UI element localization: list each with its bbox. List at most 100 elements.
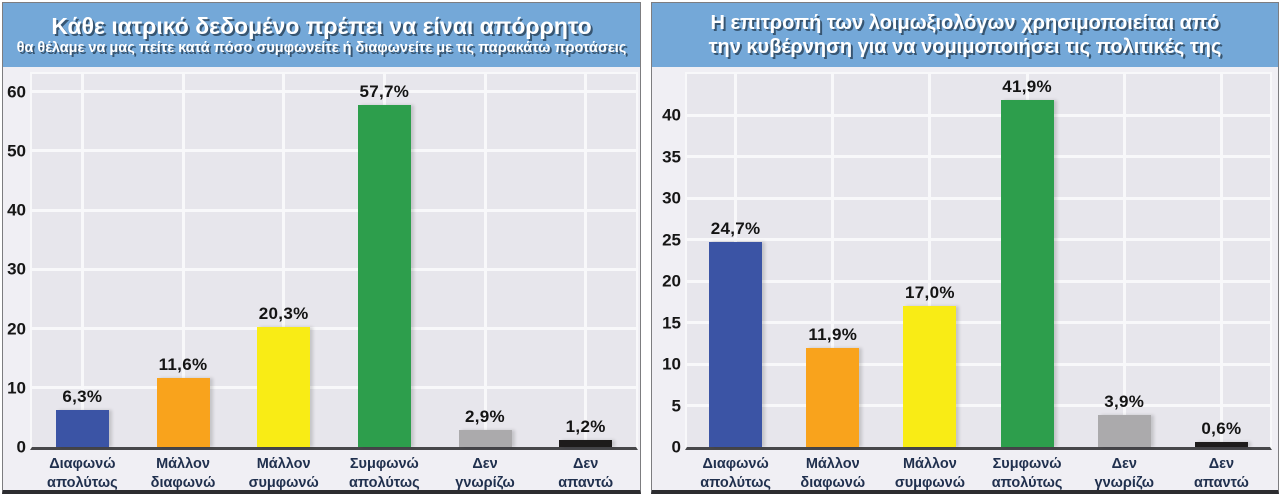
bar-value-label: 57,7% bbox=[359, 82, 410, 102]
x-axis-category-label: Συμφωνώ απολύτως bbox=[967, 455, 1087, 493]
y-axis-tick-label: 20 bbox=[7, 319, 26, 339]
horizontal-gridline bbox=[687, 404, 1270, 408]
y-axis-tick-label: 15 bbox=[662, 313, 681, 333]
y-axis-tick-label: 0 bbox=[16, 437, 26, 457]
category-label-line: συμφωνώ bbox=[894, 474, 965, 491]
y-axis-tick-label: 40 bbox=[7, 200, 26, 220]
vertical-gridline bbox=[1122, 74, 1126, 447]
category-label-line: γνωρίζω bbox=[1094, 474, 1155, 491]
bar-value-label: 2,9% bbox=[465, 406, 505, 426]
y-axis-tick-label: 10 bbox=[7, 378, 26, 398]
horizontal-gridline bbox=[687, 155, 1270, 159]
vertical-gridline bbox=[584, 74, 588, 447]
left-chart-subtitle: θα θέλαμε να μας πείτε κατά πόσο συμφωνε… bbox=[16, 40, 627, 57]
category-label-line: απολύτως bbox=[700, 474, 771, 491]
category-label-line: Συμφωνώ bbox=[349, 456, 419, 472]
x-axis-category-label: Μάλλον συμφωνώ bbox=[870, 455, 990, 493]
right-chart-panel: Η επιτροπή των λοιμωξιολόγων χρησιμοποιε… bbox=[651, 2, 1279, 494]
horizontal-gridline bbox=[32, 208, 636, 212]
left-chart-plot-area: 0 10 20 30 40 50 60 6,3% Διαφωνώ απολύτως 11,6% Μάλ… bbox=[7, 72, 638, 491]
bar-value-label: 20,3% bbox=[258, 303, 309, 323]
horizontal-gridline bbox=[687, 321, 1270, 325]
bar-διαφωνώ-απολύτως bbox=[55, 409, 109, 447]
x-axis-category-label: Δεν απαντώ bbox=[1161, 455, 1280, 493]
bar-value-label: 11,6% bbox=[158, 355, 208, 375]
vertical-gridline bbox=[1219, 74, 1223, 447]
category-label-line: Μάλλον bbox=[156, 456, 210, 472]
bar-value-label: 41,9% bbox=[1002, 76, 1052, 96]
category-label-line: Δεν bbox=[572, 456, 599, 472]
bar-value-label: 1,2% bbox=[565, 416, 606, 436]
category-label-line: Διαφωνώ bbox=[702, 456, 769, 472]
category-label-line: Συμφωνώ bbox=[992, 456, 1062, 472]
horizontal-gridline bbox=[687, 196, 1270, 200]
category-label-line: διαφωνώ bbox=[800, 474, 866, 491]
right-chart-title-line1: Η επιτροπή των λοιμωξιολόγων χρησιμοποιε… bbox=[710, 11, 1220, 34]
category-label-line: γνωρίζω bbox=[455, 474, 515, 491]
vertical-gridline bbox=[483, 74, 487, 447]
category-label-line: Μάλλον bbox=[256, 456, 311, 472]
category-label-line: Δεν bbox=[472, 456, 498, 472]
bar-μάλλον-συμφωνώ bbox=[257, 326, 311, 447]
x-axis-category-label: Μάλλον συμφωνώ bbox=[224, 455, 344, 493]
category-label-line: απολύτως bbox=[991, 474, 1063, 491]
left-chart-region: 0 10 20 30 40 50 60 6,3% Διαφωνώ απολύτως 11,6% Μάλ… bbox=[3, 67, 640, 491]
vertical-gridline bbox=[282, 74, 286, 447]
y-axis-tick-label: 50 bbox=[7, 141, 26, 161]
bar-συμφωνώ-απολύτως bbox=[357, 105, 411, 447]
bar-δεν-απαντώ bbox=[1194, 442, 1248, 447]
bar-μάλλον-συμφωνώ bbox=[903, 306, 957, 447]
category-label-line: Μάλλον bbox=[902, 456, 957, 472]
left-chart-title-band: Κάθε ιατρικό δεδομένο πρέπει να είναι απ… bbox=[3, 3, 640, 67]
vertical-gridline bbox=[181, 74, 185, 447]
left-chart-title: Κάθε ιατρικό δεδομένο πρέπει να είναι απ… bbox=[51, 12, 592, 39]
x-axis-category-label: Δεν απαντώ bbox=[526, 455, 646, 493]
y-axis-tick-label: 35 bbox=[662, 147, 681, 167]
category-label-line: Δεν bbox=[1111, 456, 1137, 472]
category-label-line: Δεν bbox=[1208, 456, 1235, 472]
category-label-line: απολύτως bbox=[47, 474, 118, 491]
horizontal-gridline bbox=[687, 362, 1270, 366]
left-chart-panel: Κάθε ιατρικό δεδομένο πρέπει να είναι απ… bbox=[2, 2, 641, 494]
bar-value-label: 17,0% bbox=[905, 283, 955, 303]
bar-διαφωνώ-απολύτως bbox=[709, 242, 763, 447]
bar-δεν-γνωρίζω bbox=[1097, 414, 1151, 447]
horizontal-gridline bbox=[32, 267, 636, 271]
right-chart-plot-area: 0 5 10 15 20 25 30 35 40 24,7% Διαφωνώ απολύτως 11,9… bbox=[662, 72, 1272, 491]
x-axis-category-label: Διαφωνώ απολύτως bbox=[22, 455, 142, 493]
right-chart-region: 0 5 10 15 20 25 30 35 40 24,7% Διαφωνώ απολύτως 11,9… bbox=[652, 67, 1278, 491]
y-axis-tick-label: 5 bbox=[671, 396, 681, 416]
bar-value-label: 11,9% bbox=[808, 325, 858, 345]
category-label-line: Διαφωνώ bbox=[49, 456, 116, 472]
x-axis-category-label: Δεν γνωρίζω bbox=[1064, 455, 1184, 493]
bar-μάλλον-διαφωνώ bbox=[156, 378, 210, 447]
y-axis-tick-label: 30 bbox=[7, 259, 26, 279]
bar-value-label: 0,6% bbox=[1201, 419, 1242, 439]
horizontal-gridline bbox=[32, 327, 636, 331]
bar-συμφωνώ-απολύτως bbox=[1000, 99, 1054, 447]
category-label-line: διαφωνώ bbox=[150, 474, 216, 491]
horizontal-gridline bbox=[32, 149, 636, 153]
y-axis-tick-label: 20 bbox=[662, 271, 681, 291]
horizontal-gridline bbox=[687, 113, 1270, 117]
horizontal-gridline bbox=[687, 238, 1270, 242]
category-label-line: απαντώ bbox=[558, 474, 614, 491]
bar-value-label: 24,7% bbox=[710, 219, 761, 239]
category-label-line: απολύτως bbox=[349, 474, 420, 491]
vertical-gridline bbox=[928, 74, 932, 447]
bar-value-label: 3,9% bbox=[1104, 391, 1145, 411]
x-axis-category-label: Μάλλον διαφωνώ bbox=[123, 455, 243, 493]
y-axis-tick-label: 10 bbox=[662, 354, 681, 374]
category-label-line: συμφωνώ bbox=[248, 474, 319, 491]
horizontal-gridline bbox=[32, 386, 636, 390]
right-chart-title-line2: την κυβέρνηση για να νομιμοποιήσει τις π… bbox=[708, 35, 1222, 58]
vertical-gridline bbox=[80, 74, 84, 447]
y-axis-tick-label: 30 bbox=[662, 188, 681, 208]
bar-μάλλον-διαφωνώ bbox=[806, 348, 860, 447]
category-label-line: απαντώ bbox=[1193, 474, 1249, 491]
bar-δεν-απαντώ bbox=[559, 439, 613, 447]
x-axis-category-label: Δεν γνωρίζω bbox=[425, 455, 545, 493]
horizontal-gridline bbox=[32, 90, 636, 94]
y-axis-tick-label: 0 bbox=[671, 437, 681, 457]
